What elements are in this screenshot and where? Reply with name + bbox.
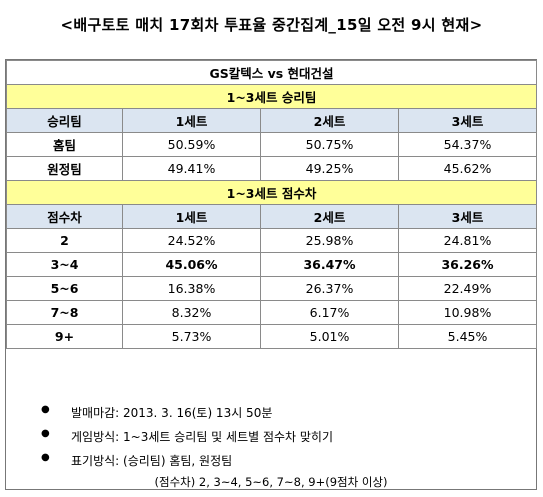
page-title: <배구토토 매치 17회차 투표율 중간집계_15일 오전 9시 현재> [60,16,483,34]
value-cell: 10.98% [398,300,537,325]
value-cell: 5.45% [398,324,537,349]
bullet-icon: ● [41,452,50,463]
table-header-row: 점수차 1세트 2세트 3세트 [6,204,537,229]
results-table: GS칼텍스 vs 현대건설 1~3세트 승리팀 승리팀 1세트 2세트 3세트 … [6,60,537,349]
header-cell: 2세트 [260,108,399,133]
value-cell: 50.75% [260,132,399,157]
value-cell: 24.81% [398,228,537,253]
match-title: GS칼텍스 vs 현대건설 [6,60,537,85]
value-cell: 5.01% [260,324,399,349]
note-text: 발매마감: 2013. 3. 16(토) 13시 50분 [71,406,273,420]
value-cell: 36.47% [260,252,399,277]
value-cell: 16.38% [122,276,261,301]
value-cell: 6.17% [260,300,399,325]
value-cell: 45.06% [122,252,261,277]
row-label: 원정팀 [6,156,123,181]
row-label: 7~8 [6,300,123,325]
row-label: 5~6 [6,276,123,301]
table-header-row: 승리팀 1세트 2세트 3세트 [6,108,537,133]
row-label: 2 [6,228,123,253]
row-label: 9+ [6,324,123,349]
results-table-container: GS칼텍스 vs 현대건설 1~3세트 승리팀 승리팀 1세트 2세트 3세트 … [5,59,537,490]
value-cell: 54.37% [398,132,537,157]
header-cell: 3세트 [398,204,537,229]
header-cell: 3세트 [398,108,537,133]
header-cell: 점수차 [6,204,123,229]
value-cell: 24.52% [122,228,261,253]
value-cell: 5.73% [122,324,261,349]
header-cell: 1세트 [122,204,261,229]
table-row: 9+ 5.73% 5.01% 5.45% [6,324,537,349]
table-row: 5~6 16.38% 26.37% 22.49% [6,276,537,301]
note-text: 게임방식: 1~3세트 승리팀 및 세트별 점수차 맞히기 [71,430,334,444]
bullet-icon: ● [41,404,50,415]
value-cell: 49.25% [260,156,399,181]
value-cell: 36.26% [398,252,537,277]
header-cell: 승리팀 [6,108,123,133]
note-text: 표기방식: (승리팀) 홈팀, 원정팀 [71,454,233,468]
table-row: 원정팀 49.41% 49.25% 45.62% [6,156,537,181]
table-row: 7~8 8.32% 6.17% 10.98% [6,300,537,325]
header-cell: 1세트 [122,108,261,133]
note-continuation: (점수차) 2, 3~4, 5~6, 7~8, 9+(9점차 이상) [154,475,388,489]
value-cell: 22.49% [398,276,537,301]
value-cell: 26.37% [260,276,399,301]
table-row: 홈팀 50.59% 50.75% 54.37% [6,132,537,157]
value-cell: 45.62% [398,156,537,181]
row-label: 3~4 [6,252,123,277]
section-winning-team-title: 1~3세트 승리팀 [6,84,537,109]
table-row: 2 24.52% 25.98% 24.81% [6,228,537,253]
value-cell: 8.32% [122,300,261,325]
section-score-margin-title: 1~3세트 점수차 [6,180,537,205]
bullet-icon: ● [41,428,50,439]
row-label: 홈팀 [6,132,123,157]
header-cell: 2세트 [260,204,399,229]
value-cell: 50.59% [122,132,261,157]
value-cell: 49.41% [122,156,261,181]
table-row: 3~4 45.06% 36.47% 36.26% [6,252,537,277]
value-cell: 25.98% [260,228,399,253]
